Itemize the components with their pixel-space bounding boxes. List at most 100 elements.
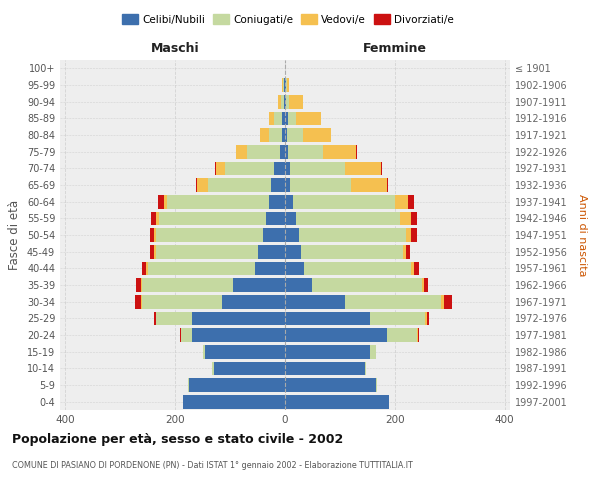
Bar xyxy=(301,245,403,258)
Bar xyxy=(299,228,406,242)
Bar xyxy=(285,378,376,392)
Text: Femmine: Femmine xyxy=(363,42,427,55)
Bar xyxy=(285,295,346,308)
Bar xyxy=(304,262,411,275)
Bar xyxy=(188,378,189,392)
Bar xyxy=(208,178,271,192)
Bar xyxy=(285,162,290,175)
Bar xyxy=(386,328,417,342)
Bar xyxy=(285,278,313,292)
Bar xyxy=(285,212,296,225)
Bar xyxy=(285,362,365,375)
Text: COMUNE DI PASIANO DI PORDENONE (PN) - Dati ISTAT 1° gennaio 2002 - Elaborazione : COMUNE DI PASIANO DI PORDENONE (PN) - Da… xyxy=(12,460,413,469)
Bar xyxy=(215,162,217,175)
Bar xyxy=(135,295,140,308)
Text: Popolazione per età, sesso e stato civile - 2002: Popolazione per età, sesso e stato civil… xyxy=(12,432,343,446)
Bar xyxy=(164,195,167,208)
Bar xyxy=(285,145,288,158)
Bar xyxy=(263,228,285,242)
Bar xyxy=(356,145,358,158)
Bar xyxy=(181,328,192,342)
Text: Maschi: Maschi xyxy=(151,42,200,55)
Bar xyxy=(284,95,285,108)
Bar xyxy=(255,262,285,275)
Bar xyxy=(285,178,290,192)
Bar xyxy=(288,145,323,158)
Bar xyxy=(266,212,285,225)
Bar xyxy=(154,245,156,258)
Bar xyxy=(285,245,301,258)
Bar xyxy=(283,78,284,92)
Bar xyxy=(224,162,274,175)
Bar xyxy=(444,295,452,308)
Bar xyxy=(411,228,417,242)
Bar xyxy=(285,195,293,208)
Bar xyxy=(282,128,285,142)
Bar xyxy=(411,262,414,275)
Bar xyxy=(151,212,156,225)
Bar xyxy=(422,278,424,292)
Bar xyxy=(288,112,296,125)
Bar xyxy=(260,128,269,142)
Bar xyxy=(214,362,285,375)
Bar xyxy=(296,112,320,125)
Bar xyxy=(167,195,269,208)
Bar xyxy=(179,328,181,342)
Bar xyxy=(205,345,285,358)
Bar xyxy=(313,278,422,292)
Bar xyxy=(156,245,257,258)
Bar xyxy=(222,295,285,308)
Bar xyxy=(290,178,351,192)
Bar xyxy=(400,212,411,225)
Bar xyxy=(370,345,376,358)
Bar xyxy=(192,328,285,342)
Bar xyxy=(150,228,154,242)
Bar xyxy=(212,362,214,375)
Bar xyxy=(278,95,281,108)
Bar xyxy=(285,112,288,125)
Bar xyxy=(156,312,192,325)
Bar xyxy=(150,245,154,258)
Bar xyxy=(287,78,289,92)
Bar xyxy=(189,378,285,392)
Bar xyxy=(140,295,142,308)
Bar xyxy=(197,178,208,192)
Bar xyxy=(351,178,386,192)
Bar xyxy=(159,212,266,225)
Bar xyxy=(158,195,164,208)
Bar xyxy=(442,295,444,308)
Bar xyxy=(146,262,148,275)
Bar xyxy=(247,145,280,158)
Legend: Celibi/Nubili, Coniugati/e, Vedovi/e, Divorziati/e: Celibi/Nubili, Coniugati/e, Vedovi/e, Di… xyxy=(118,10,458,29)
Bar xyxy=(285,345,370,358)
Bar xyxy=(282,78,283,92)
Bar xyxy=(418,328,419,342)
Bar xyxy=(269,195,285,208)
Bar xyxy=(425,312,427,325)
Bar xyxy=(427,312,430,325)
Bar xyxy=(142,295,222,308)
Bar xyxy=(303,128,331,142)
Bar xyxy=(403,245,406,258)
Y-axis label: Anni di nascita: Anni di nascita xyxy=(577,194,587,276)
Bar xyxy=(285,228,299,242)
Bar xyxy=(290,162,346,175)
Bar xyxy=(424,278,428,292)
Bar xyxy=(346,295,442,308)
Bar xyxy=(148,262,255,275)
Bar xyxy=(370,312,425,325)
Bar xyxy=(142,278,233,292)
Bar xyxy=(282,112,285,125)
Bar xyxy=(414,262,419,275)
Bar xyxy=(287,128,303,142)
Bar xyxy=(257,245,285,258)
Bar xyxy=(142,262,146,275)
Bar xyxy=(233,278,285,292)
Bar xyxy=(381,162,382,175)
Bar xyxy=(140,278,142,292)
Bar xyxy=(285,95,286,108)
Bar xyxy=(285,262,304,275)
Bar xyxy=(289,95,302,108)
Bar xyxy=(376,378,377,392)
Bar xyxy=(386,178,388,192)
